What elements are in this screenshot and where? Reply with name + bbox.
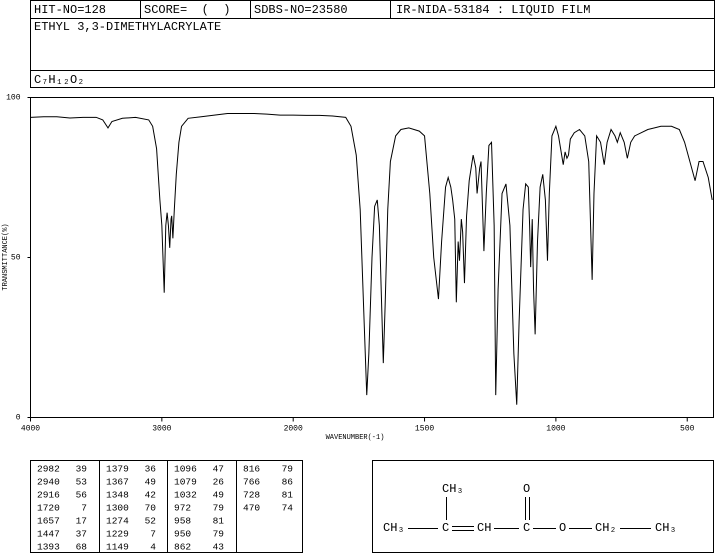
peak-wavenumber: 1229 <box>106 529 129 540</box>
peak-transmittance: 79 <box>282 464 294 475</box>
peak-transmittance: 86 <box>282 477 294 488</box>
peak-wavenumber: 972 <box>174 503 191 514</box>
peak-transmittance: 42 <box>145 490 157 501</box>
atom: C <box>523 521 530 535</box>
peak-wavenumber: 1348 <box>106 490 129 501</box>
atom: CH <box>477 521 491 535</box>
atom: CH₃ <box>383 521 405 535</box>
peak-transmittance: 70 <box>145 503 157 514</box>
structure: CH₃ C CH C O CH₂ CH₃ CH₃ O <box>372 460 714 553</box>
peak-transmittance: 52 <box>145 516 157 527</box>
peak-wavenumber: 766 <box>243 477 260 488</box>
peak-transmittance: 4 <box>150 542 156 553</box>
x-tick-label: 1500 <box>415 425 434 434</box>
peak-transmittance: 81 <box>282 490 294 501</box>
peak-table: 2982 39 2940 53 2916 56 1720 7 1657 17 1447 37 1393 6… <box>30 460 303 553</box>
atom: O <box>559 521 566 535</box>
peak-wavenumber: 1149 <box>106 542 129 553</box>
compound-name: ETHYL 3,3-DIMETHYLACRYLATE <box>34 20 221 34</box>
peak-transmittance: 74 <box>282 503 294 514</box>
atom: C <box>442 521 449 535</box>
spectrum-line <box>30 113 713 405</box>
x-tick-label: 1000 <box>546 425 565 434</box>
ir-code: IR-NIDA-53184 : LIQUID FILM <box>396 3 590 17</box>
peak-transmittance: 7 <box>81 503 87 514</box>
structure-box <box>372 460 714 553</box>
peak-wavenumber: 2916 <box>37 490 60 501</box>
x-tick-label: 500 <box>680 425 695 434</box>
peak-transmittance: 56 <box>76 490 88 501</box>
sdbs-no: SDBS-NO=23580 <box>254 3 348 17</box>
header-box <box>30 0 715 88</box>
peak-wavenumber: 2982 <box>37 464 60 475</box>
peak-transmittance: 36 <box>145 464 157 475</box>
peak-transmittance: 47 <box>213 464 224 475</box>
peak-wavenumber: 1079 <box>174 477 197 488</box>
x-tick-label: 4000 <box>21 425 40 434</box>
peak-transmittance: 26 <box>213 477 225 488</box>
peak-wavenumber: 470 <box>243 503 260 514</box>
y-tick-label: 0 <box>16 414 21 423</box>
peak-transmittance: 43 <box>213 542 225 553</box>
peak-wavenumber: 1096 <box>174 464 197 475</box>
peak-table-box <box>30 460 303 553</box>
atom: CH₂ <box>595 521 617 535</box>
peak-wavenumber: 1274 <box>106 516 129 527</box>
peak-wavenumber: 1657 <box>37 516 60 527</box>
x-tick-label: 2000 <box>284 425 303 434</box>
peak-transmittance: 17 <box>76 516 87 527</box>
chart: WAVENUMBER(-1) TRANSMITTANCE(%) 4000 3000… <box>2 94 714 442</box>
peak-wavenumber: 958 <box>174 516 191 527</box>
peak-transmittance: 68 <box>76 542 88 553</box>
y-axis-label: TRANSMITTANCE(%) <box>2 223 10 290</box>
hit-no: HIT-NO=128 <box>34 3 106 17</box>
peak-wavenumber: 1393 <box>37 542 60 553</box>
atom: CH₃ <box>442 482 464 496</box>
atom: CH₃ <box>655 521 677 535</box>
peak-wavenumber: 2940 <box>37 477 60 488</box>
peak-wavenumber: 1447 <box>37 529 60 540</box>
peak-transmittance: 49 <box>145 477 157 488</box>
peak-transmittance: 81 <box>213 516 225 527</box>
peak-wavenumber: 1379 <box>106 464 129 475</box>
atom: O <box>523 482 530 496</box>
peak-transmittance: 7 <box>150 529 156 540</box>
score: SCORE= ( ) <box>144 3 230 17</box>
peak-wavenumber: 816 <box>243 464 260 475</box>
peak-transmittance: 49 <box>213 490 225 501</box>
peak-wavenumber: 1367 <box>106 477 129 488</box>
peak-wavenumber: 1720 <box>37 503 60 514</box>
peak-transmittance: 39 <box>76 464 88 475</box>
y-tick-label: 50 <box>11 254 21 263</box>
peak-wavenumber: 950 <box>174 529 191 540</box>
peak-wavenumber: 728 <box>243 490 260 501</box>
x-axis-label: WAVENUMBER(-1) <box>326 434 385 442</box>
peak-transmittance: 37 <box>76 529 87 540</box>
x-tick-label: 3000 <box>152 425 171 434</box>
peak-wavenumber: 1300 <box>106 503 129 514</box>
peak-wavenumber: 862 <box>174 542 191 553</box>
y-tick-label: 100 <box>6 94 21 103</box>
peak-wavenumber: 1032 <box>174 490 197 501</box>
peak-transmittance: 79 <box>213 503 225 514</box>
peak-transmittance: 53 <box>76 477 88 488</box>
peak-transmittance: 79 <box>213 529 225 540</box>
formula: C₇H₁₂O₂ <box>34 73 84 87</box>
